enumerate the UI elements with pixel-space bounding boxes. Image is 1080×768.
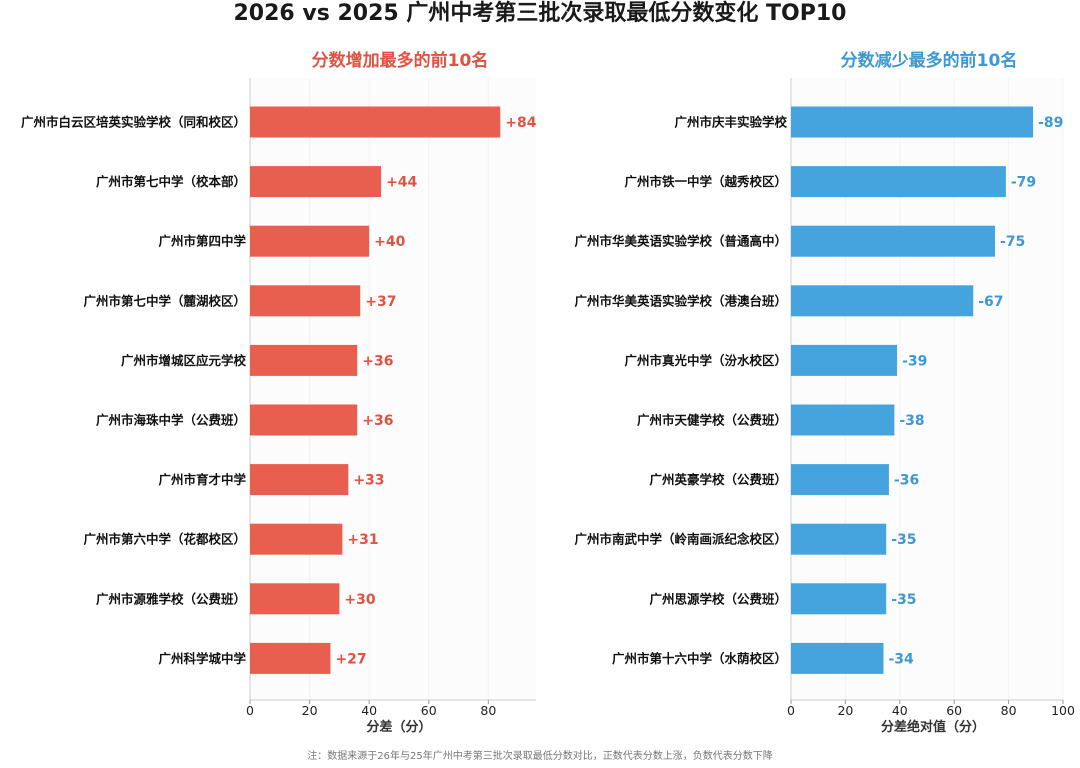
bar-increase-5 (250, 344, 358, 376)
category-label: 广州市第六中学（花都校区） (83, 532, 246, 547)
x-tick-label: 100 (1051, 703, 1075, 718)
panel-title: 分数减少最多的前10名 (841, 50, 1018, 71)
category-label: 广州市第四中学 (158, 234, 246, 249)
category-label: 广州市华美英语实验学校（普通高中） (574, 234, 787, 249)
category-label: 广州市海珠中学（公费班） (96, 413, 246, 428)
category-label: 广州市铁一中学（越秀校区） (624, 174, 787, 189)
value-label: -75 (1000, 234, 1025, 250)
bar-increase-1 (250, 106, 501, 138)
category-label: 广州市第七中学（校本部） (96, 174, 246, 189)
bar-decrease-1 (791, 106, 1034, 138)
category-label: 广州市庆丰实验学校 (674, 115, 787, 130)
category-label: 广州英豪学校（公费班） (649, 472, 787, 487)
x-tick-label: 60 (421, 703, 437, 718)
x-tick-label: 60 (946, 703, 962, 718)
value-label: +84 (505, 115, 536, 131)
category-label: 广州市源雅学校（公费班） (96, 591, 246, 606)
footnote: 注：数据来源于26年与25年广州中考第三批次录取最低分数对比，正数代表分数上涨，… (307, 751, 773, 762)
category-label: 广州市增城区应元学校 (121, 353, 247, 368)
category-label: 广州市真光中学（汾水校区） (624, 353, 787, 368)
chart-main-title: 2026 vs 2025 广州中考第三批次录取最低分数变化 TOP10 (233, 1, 847, 26)
x-axis-title: 分差（分） (366, 719, 431, 735)
value-label: -35 (891, 592, 916, 608)
category-label: 广州市华美英语实验学校（港澳台班） (574, 293, 787, 308)
value-label: -39 (902, 353, 927, 369)
category-label: 广州市南武中学（岭南画派纪念校区） (574, 532, 787, 547)
value-label: +30 (344, 592, 375, 608)
bar-decrease-6 (791, 404, 895, 436)
bar-decrease-7 (791, 464, 889, 496)
bar-decrease-2 (791, 166, 1006, 198)
category-label: 广州市第七中学（麓湖校区） (83, 293, 246, 308)
category-label: 广州市白云区培英实验学校（同和校区） (21, 115, 246, 130)
value-label: -36 (894, 473, 919, 489)
category-label: 广州市育才中学 (158, 472, 246, 487)
bar-decrease-8 (791, 523, 887, 555)
x-tick-label: 0 (787, 703, 795, 718)
bar-decrease-5 (791, 344, 898, 376)
x-axis-title: 分差绝对值（分） (881, 719, 985, 735)
bar-decrease-3 (791, 225, 995, 257)
value-label: +44 (386, 175, 417, 191)
x-tick-label: 20 (837, 703, 853, 718)
x-tick-label: 40 (892, 703, 908, 718)
value-label: +33 (353, 473, 384, 489)
value-label: +31 (347, 532, 378, 548)
bar-increase-7 (250, 464, 349, 496)
x-tick-label: 0 (246, 703, 254, 718)
x-tick-label: 20 (302, 703, 318, 718)
bar-increase-6 (250, 404, 358, 436)
x-tick-label: 80 (480, 703, 496, 718)
value-label: -67 (978, 294, 1003, 310)
bar-decrease-9 (791, 583, 887, 615)
bar-increase-9 (250, 583, 340, 615)
category-label: 广州思源学校（公费班） (649, 591, 787, 606)
value-label: -38 (899, 413, 924, 429)
x-tick-label: 40 (361, 703, 377, 718)
value-label: -35 (891, 532, 916, 548)
value-label: -79 (1011, 175, 1036, 191)
value-label: +40 (374, 234, 405, 250)
category-label: 广州市第十六中学（水荫校区） (612, 651, 787, 666)
bar-decrease-10 (791, 642, 884, 674)
bar-increase-10 (250, 642, 331, 674)
value-label: +37 (365, 294, 396, 310)
category-label: 广州科学城中学 (158, 651, 246, 666)
bar-increase-4 (250, 285, 361, 317)
bar-increase-3 (250, 225, 370, 257)
bar-increase-2 (250, 166, 382, 198)
category-label: 广州市天健学校（公费班） (637, 413, 787, 428)
value-label: +27 (335, 651, 366, 667)
value-label: -89 (1038, 115, 1063, 131)
bar-increase-8 (250, 523, 343, 555)
x-tick-label: 80 (1001, 703, 1017, 718)
bar-decrease-4 (791, 285, 974, 317)
value-label: +36 (362, 353, 393, 369)
panel-title: 分数增加最多的前10名 (312, 50, 489, 71)
value-label: +36 (362, 413, 393, 429)
value-label: -34 (888, 651, 914, 667)
